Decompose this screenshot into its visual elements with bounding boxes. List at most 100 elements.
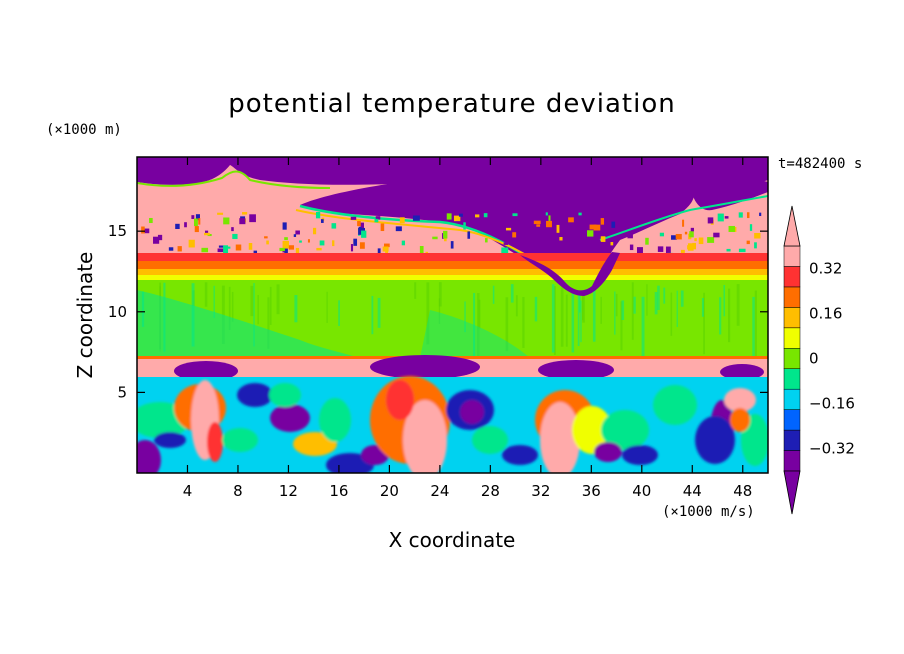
streak xyxy=(257,294,259,325)
streak xyxy=(267,297,270,349)
speckle xyxy=(728,225,735,232)
streak xyxy=(276,284,280,315)
speckle xyxy=(463,222,466,230)
streak xyxy=(571,289,575,353)
purple-plume-right xyxy=(690,175,768,211)
speckle xyxy=(611,221,616,228)
speckle xyxy=(332,240,335,247)
mixing-edge-3 xyxy=(599,195,768,241)
streak xyxy=(663,287,666,304)
speckle xyxy=(201,247,209,253)
speckle xyxy=(350,216,357,220)
speckle xyxy=(694,238,697,242)
streak xyxy=(582,294,585,323)
speckle xyxy=(717,213,724,222)
colorbar-segment xyxy=(783,368,801,390)
speckle xyxy=(512,213,518,217)
speckle xyxy=(419,245,424,254)
x-unit-label: (×1000 m/s) xyxy=(662,504,755,520)
speckle xyxy=(600,218,605,225)
speckle xyxy=(684,231,688,235)
speckle xyxy=(320,219,324,223)
streak xyxy=(371,295,374,335)
streak xyxy=(534,296,538,322)
eddy xyxy=(269,383,301,407)
y-axis-ticks: 5 10 15 xyxy=(108,222,768,401)
streak xyxy=(560,287,564,347)
speckle xyxy=(724,216,729,219)
speckle xyxy=(205,230,209,235)
x-axis-label: X coordinate xyxy=(389,528,516,552)
speckle xyxy=(360,222,364,230)
streak xyxy=(438,298,441,324)
streak xyxy=(654,292,658,315)
speckle xyxy=(401,240,406,246)
speckle xyxy=(645,237,649,245)
colorbar-segment xyxy=(783,266,801,288)
speckle xyxy=(467,231,471,239)
colorbar-segment xyxy=(783,450,801,472)
streak xyxy=(582,290,584,321)
interface-blob-2 xyxy=(370,355,480,379)
speckle xyxy=(450,241,454,249)
speckle xyxy=(319,240,325,246)
streak xyxy=(505,297,509,352)
interface-blob-1 xyxy=(174,361,238,381)
speckle xyxy=(682,219,685,227)
speckle xyxy=(636,247,643,254)
speckle xyxy=(295,230,300,235)
speckle xyxy=(299,240,302,243)
speckle xyxy=(195,214,200,221)
streak xyxy=(565,294,568,347)
streak xyxy=(754,290,757,358)
speckle xyxy=(501,247,509,255)
speckle xyxy=(687,243,694,251)
speckle xyxy=(629,244,634,251)
speckle xyxy=(707,217,714,224)
speckle xyxy=(312,227,317,235)
speckle xyxy=(188,239,195,248)
speckle xyxy=(675,233,682,240)
speckle xyxy=(578,212,582,216)
speckle xyxy=(483,213,488,218)
speckle xyxy=(191,215,195,219)
streak xyxy=(578,293,581,313)
streak xyxy=(615,293,618,317)
speckle xyxy=(361,230,367,238)
colorbar-tick-label: 0 xyxy=(809,350,819,368)
lower-eddies xyxy=(137,376,768,473)
band-yellow xyxy=(137,275,768,280)
streak xyxy=(213,285,215,319)
speckle xyxy=(589,224,597,230)
mixing-edge-4 xyxy=(137,170,331,189)
speckle xyxy=(568,217,574,223)
eddy xyxy=(540,402,580,473)
speckle xyxy=(248,243,253,250)
streak xyxy=(377,297,381,328)
eddy xyxy=(460,400,484,424)
streak xyxy=(338,300,340,326)
streak xyxy=(600,296,602,324)
speckle xyxy=(217,248,225,253)
streak xyxy=(646,284,648,316)
colorbar-segment xyxy=(783,388,801,410)
streak xyxy=(580,300,582,343)
x-tick-label: 32 xyxy=(531,482,550,500)
streak xyxy=(231,291,234,322)
y-tick-label: 10 xyxy=(108,303,127,321)
streak xyxy=(477,293,480,360)
speckle xyxy=(316,247,322,251)
purple-plume-lower xyxy=(520,252,620,296)
streak xyxy=(438,282,442,307)
streak xyxy=(701,298,704,317)
x-tick-label: 16 xyxy=(329,482,348,500)
lower-layer xyxy=(137,376,768,473)
speckle xyxy=(194,226,199,233)
colorbar: 0.32 0.16 0 −0.16 −0.32 xyxy=(783,205,855,515)
speckle xyxy=(141,226,145,234)
speckle xyxy=(726,248,731,252)
speckle xyxy=(559,237,563,241)
speckle xyxy=(232,233,238,240)
eddy xyxy=(622,445,658,465)
